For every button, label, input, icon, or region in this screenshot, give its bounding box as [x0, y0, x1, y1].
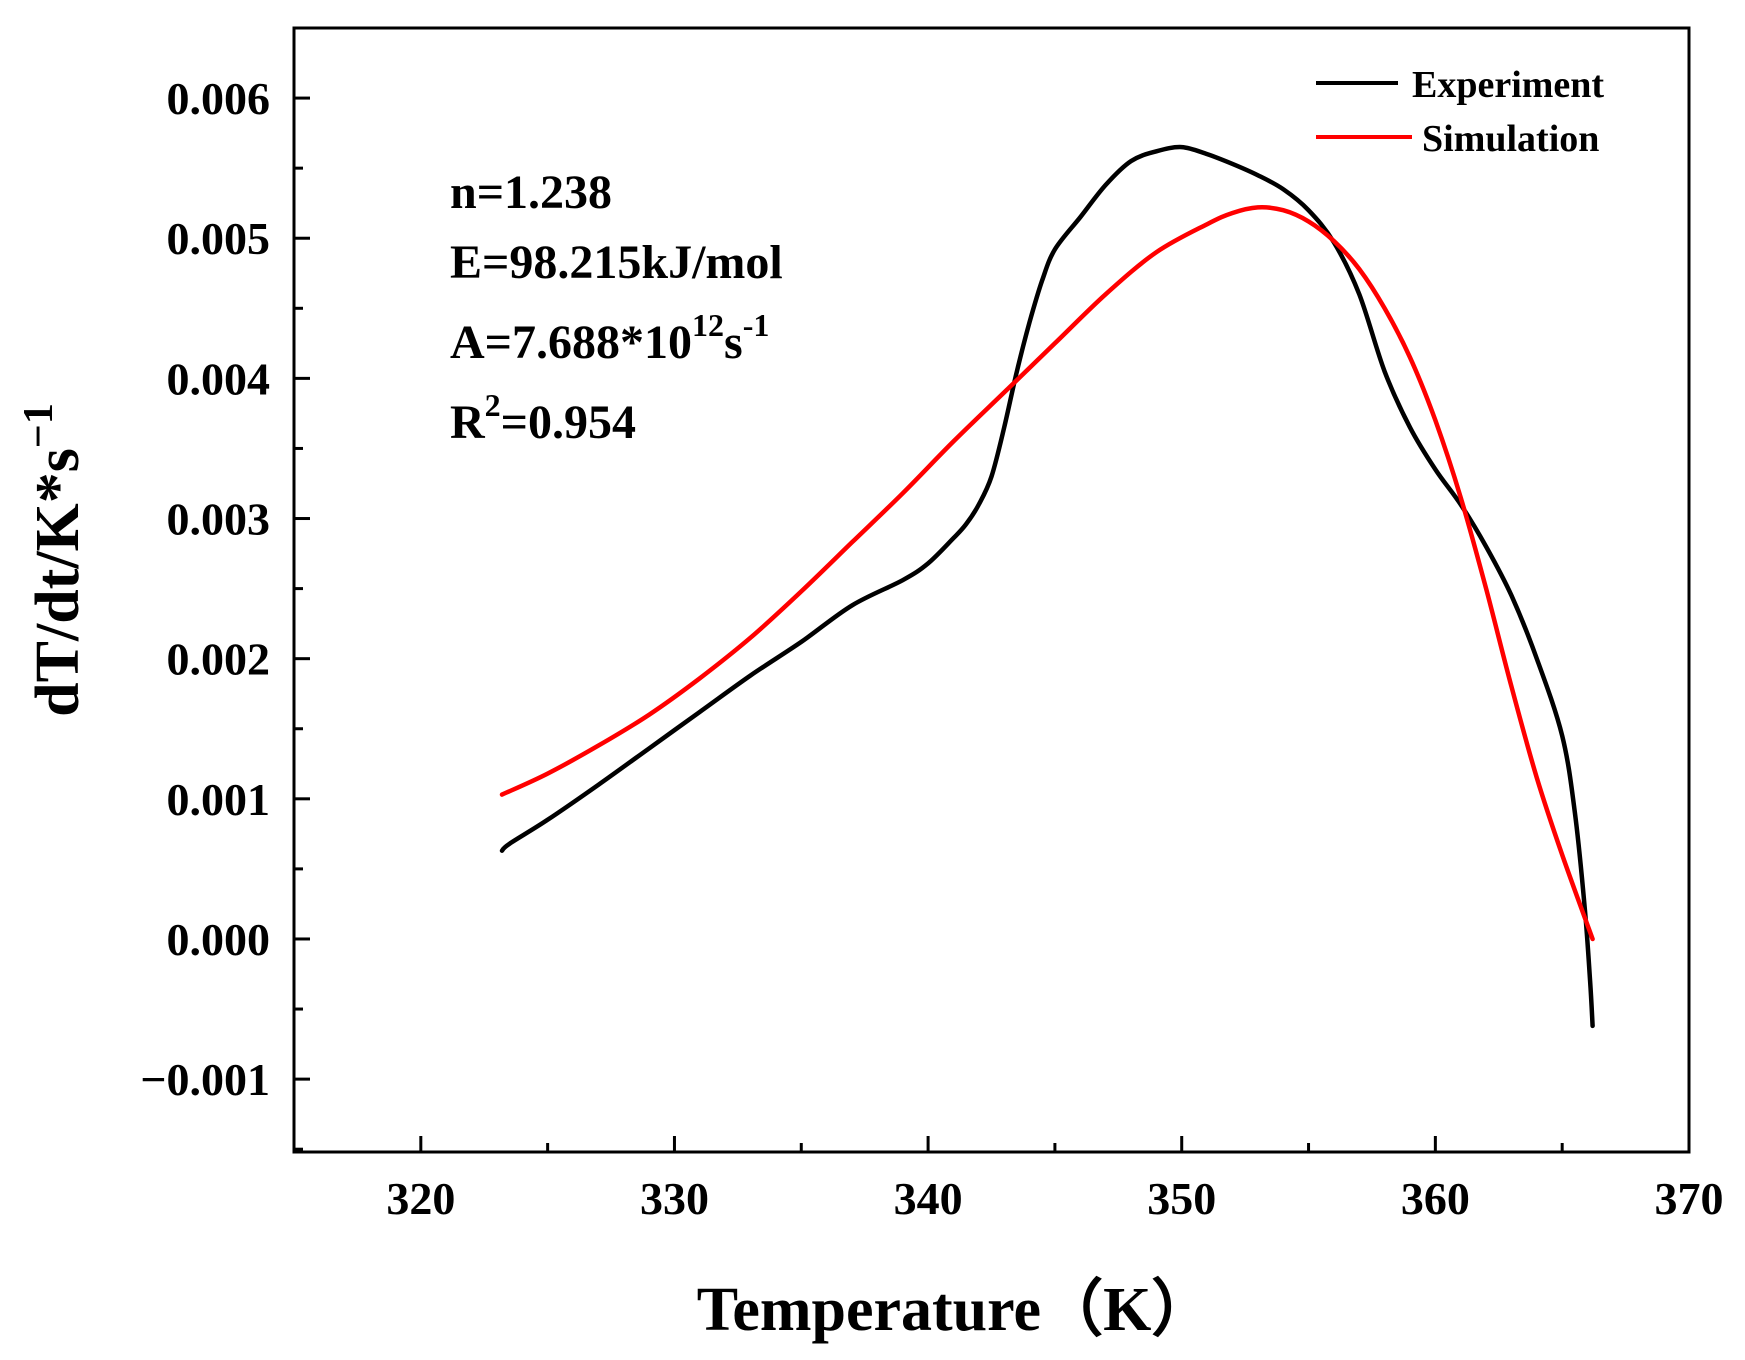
y-axis-title: dT/dt/K*s−1: [16, 403, 92, 717]
series-line-simulation: [499, 205, 1595, 942]
series-line-experiment: [499, 144, 1595, 1029]
annotation-a: A=7.688*1012s-1: [450, 307, 769, 369]
annotation-e: E=98.215kJ/mol: [450, 236, 783, 289]
annotation-r-value: =0.954: [501, 396, 636, 449]
ticks: 320 330 340 350 360 370 −0.001 0.000 0.001 0.002 0…: [140, 26, 1724, 1224]
x-tick-label-350: 350: [1147, 1173, 1216, 1224]
y-tick-label-0.000: 0.000: [167, 914, 271, 965]
x-tick-label-360: 360: [1401, 1173, 1470, 1224]
annotation-r-exp: 2: [485, 387, 501, 423]
annotation-a-exp: 12: [692, 307, 724, 343]
annotation-r-prefix: R: [450, 396, 486, 449]
y-tick-label-0.005: 0.005: [167, 213, 271, 264]
annotation-a-unit: s: [724, 316, 743, 369]
x-tick-label-370: 370: [1655, 1173, 1724, 1224]
x-tick-label-330: 330: [640, 1173, 709, 1224]
annotation-n: n=1.238: [450, 166, 612, 219]
legend: Experiment Simulation: [1316, 64, 1604, 160]
legend-label-experiment: Experiment: [1412, 64, 1604, 106]
y-tick-label-0.004: 0.004: [167, 353, 271, 404]
x-axis-title: Temperature（K）: [697, 1274, 1214, 1344]
y-tick-label-0.001: 0.001: [167, 774, 271, 825]
y-tick-label-0.002: 0.002: [167, 634, 271, 685]
annotation-a-prefix: A=7.688*10: [450, 316, 692, 369]
y-axis-title-main: dT/dt/K*s: [24, 448, 92, 717]
x-tick-label-320: 320: [386, 1173, 455, 1224]
y-tick-label-−0.001: −0.001: [140, 1054, 270, 1105]
y-tick-label-0.006: 0.006: [167, 73, 271, 124]
y-axis-title-sup: −1: [16, 403, 62, 448]
fit-parameters: n=1.238 E=98.215kJ/mol A=7.688*1012s-1 R…: [450, 166, 783, 449]
annotation-a-unit-exp: -1: [743, 307, 770, 343]
x-tick-label-340: 340: [894, 1173, 963, 1224]
series-layer: [499, 144, 1595, 1029]
y-tick-label-0.003: 0.003: [167, 494, 271, 545]
legend-label-simulation: Simulation: [1422, 118, 1599, 160]
annotation-r2: R2=0.954: [450, 387, 636, 449]
